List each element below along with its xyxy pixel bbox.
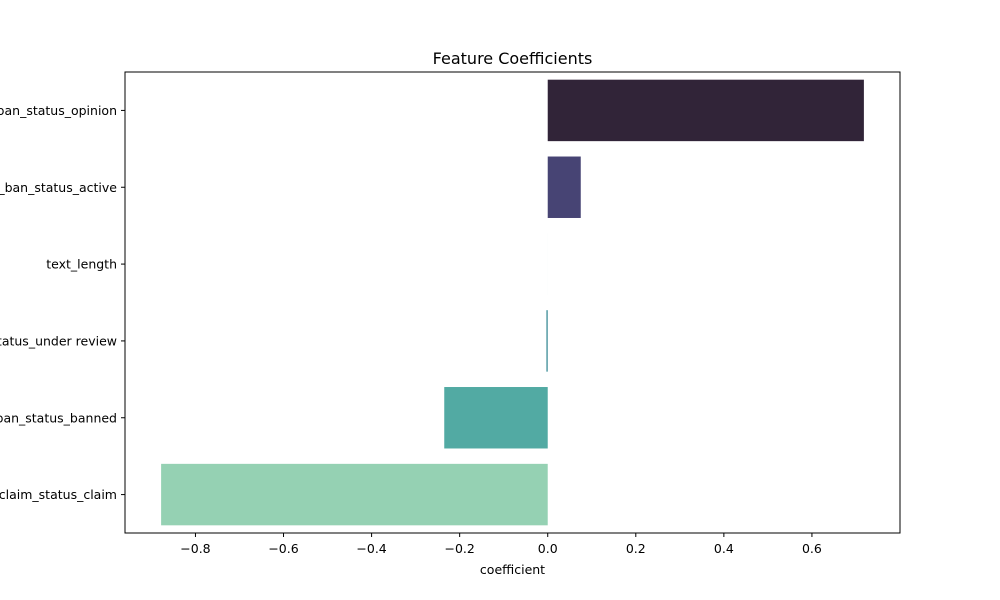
x-tick-label: 0.0 <box>538 541 558 556</box>
x-tick-label: 0.4 <box>714 541 734 556</box>
y-tick-label: author_ban_status_under review <box>0 333 117 348</box>
chart-title: Feature Coefficients <box>433 49 593 68</box>
x-axis-label: coefficient <box>480 562 545 577</box>
bar-author_ban_status_active <box>547 156 581 218</box>
x-tick-label: −0.8 <box>180 541 210 556</box>
x-tick-label: 0.6 <box>802 541 822 556</box>
y-tick-label: author_ban_status_active <box>0 180 117 195</box>
x-tick-label: −0.4 <box>356 541 386 556</box>
y-tick-label: text_length <box>46 257 117 272</box>
x-tick-label: −0.2 <box>444 541 474 556</box>
y-tick-label: author_ban_status_banned <box>0 410 117 425</box>
y-axis: author_ban_status_opinion author_ban_stat… <box>0 103 125 502</box>
bar-author_ban_status_under-review <box>546 310 548 372</box>
bars-group <box>161 79 864 526</box>
y-tick-label: claim_status_claim <box>0 487 117 502</box>
x-tick-label: −0.6 <box>268 541 298 556</box>
bar-author_ban_status_opinion <box>547 79 864 142</box>
x-axis: −0.8 −0.6 −0.4 −0.2 0.0 0.2 0.4 0.6 <box>180 533 822 556</box>
bar-claim_status_claim <box>161 463 548 526</box>
plot-frame <box>124 71 901 534</box>
bar-author_ban_status_banned <box>444 387 548 449</box>
x-tick-label: 0.2 <box>626 541 646 556</box>
y-tick-label: author_ban_status_opinion <box>0 103 117 118</box>
